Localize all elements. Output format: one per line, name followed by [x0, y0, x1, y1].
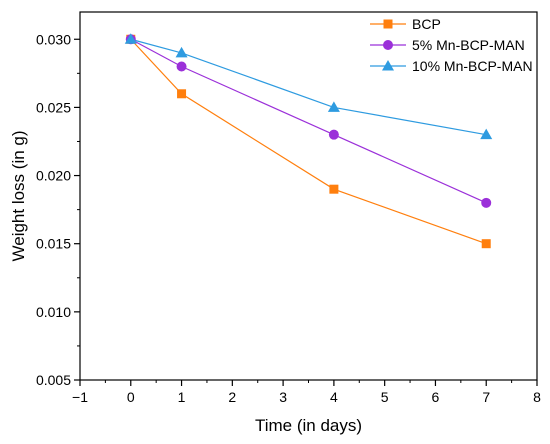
series-1-point: [481, 197, 492, 208]
legend-marker-2: [382, 60, 394, 71]
x-tick-label: 5: [381, 389, 389, 405]
series-line-1: [130, 38, 487, 204]
legend-label-2: 10% Mn-BCP-MAN: [412, 58, 533, 74]
legend-marker-0: [383, 19, 393, 29]
series-line-2: [130, 38, 487, 136]
x-tick-label: 0: [127, 389, 135, 405]
y-tick-label: 0.005: [36, 372, 71, 388]
series-line-0: [130, 38, 487, 245]
series-0-point: [481, 239, 491, 249]
x-tick-label: −1: [72, 389, 88, 405]
series-1-point: [176, 61, 187, 72]
y-tick-label: 0.010: [36, 304, 71, 320]
y-tick-label: 0.030: [36, 31, 71, 47]
series-0-point: [329, 184, 339, 194]
x-tick-label: 8: [533, 389, 541, 405]
series-0-point: [177, 89, 187, 99]
x-axis-title: Time (in days): [255, 416, 362, 435]
y-tick-label: 0.015: [36, 236, 71, 252]
series-2-point: [175, 46, 188, 58]
y-tick-label: 0.025: [36, 99, 71, 115]
series-2-point: [124, 33, 137, 44]
y-axis-title: Weight loss (in g): [9, 130, 28, 261]
series-1-point: [328, 129, 339, 140]
legend-label-0: BCP: [412, 16, 441, 32]
x-tick-label: 3: [279, 389, 287, 405]
x-tick-label: 2: [228, 389, 236, 405]
series-2-point: [480, 128, 493, 140]
x-tick-label: 7: [482, 389, 490, 405]
legend-label-1: 5% Mn-BCP-MAN: [412, 37, 525, 53]
y-tick-label: 0.020: [36, 168, 71, 184]
x-tick-label: 4: [330, 389, 338, 405]
x-tick-label: 1: [178, 389, 186, 405]
x-tick-label: 6: [432, 389, 440, 405]
legend-marker-1: [383, 40, 393, 50]
series-2-point: [327, 101, 340, 112]
